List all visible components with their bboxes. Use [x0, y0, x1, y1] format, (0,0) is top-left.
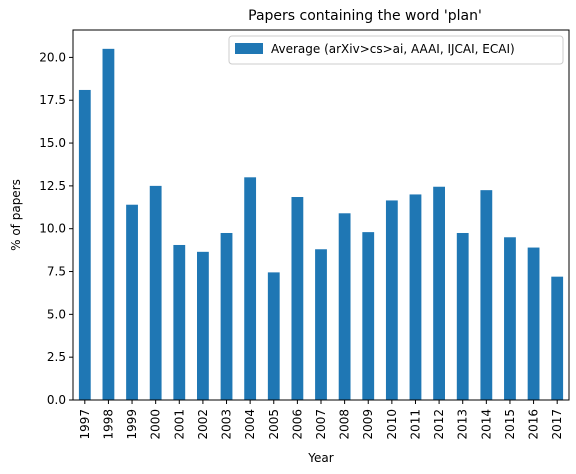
- bar-2013: [456, 232, 469, 400]
- bar-2009: [362, 232, 375, 400]
- bar-2017: [551, 276, 564, 400]
- legend-label: Average (arXiv>cs>ai, AAAI, IJCAI, ECAI): [271, 42, 515, 56]
- bar-2000: [149, 185, 162, 400]
- bar-1999: [126, 204, 138, 400]
- x-tick-label: 2000: [149, 409, 163, 440]
- x-tick-label: 2002: [196, 409, 210, 440]
- bar-2006: [291, 197, 304, 400]
- bar-2002: [197, 251, 209, 400]
- bars-group: [78, 48, 564, 401]
- x-tick-label: 2008: [338, 409, 352, 440]
- bar-2015: [504, 237, 516, 400]
- y-tick-label: 12.5: [39, 179, 66, 193]
- y-tick-label: 5.0: [47, 307, 66, 321]
- y-tick-label: 7.5: [47, 265, 66, 279]
- x-axis: 1997 1998 1999 2000 2001 2002 2003 2004 2005 2006…: [78, 400, 564, 440]
- x-tick-label: 2004: [243, 409, 257, 440]
- x-tick-label: 2011: [408, 409, 422, 440]
- y-tick-label: 2.5: [47, 350, 66, 364]
- x-tick-label: 2013: [456, 409, 470, 440]
- x-tick-label: 2005: [267, 409, 281, 440]
- bar-1998: [102, 48, 115, 401]
- x-tick-label: 2001: [172, 409, 186, 440]
- bar-2011: [409, 194, 422, 400]
- x-tick-label: 2015: [503, 409, 517, 440]
- bar-2008: [338, 213, 351, 400]
- x-tick-label: 2003: [220, 409, 234, 440]
- bar-2005: [267, 272, 280, 400]
- legend-swatch: [235, 43, 263, 54]
- x-tick-label: 2016: [527, 409, 541, 440]
- bar-2003: [220, 232, 233, 400]
- bar-2016: [527, 247, 540, 400]
- y-tick-label: 17.5: [39, 93, 66, 107]
- y-tick-label: 10.0: [39, 222, 66, 236]
- y-axis-title: % of papers: [9, 179, 23, 251]
- y-tick-label: 0.0: [47, 393, 66, 407]
- y-tick-label: 20.0: [39, 50, 66, 64]
- plot-frame: [72, 29, 570, 401]
- legend-box: [228, 35, 564, 65]
- y-tick-label: 15.0: [39, 136, 66, 150]
- x-tick-label: 1997: [78, 409, 92, 440]
- bar-2010: [385, 200, 398, 400]
- x-axis-title: Year: [307, 451, 333, 465]
- x-tick-label: 2010: [385, 409, 399, 440]
- x-tick-label: 2006: [290, 409, 304, 440]
- x-tick-label: 1999: [125, 409, 139, 440]
- x-tick-label: 2009: [361, 409, 375, 440]
- x-tick-label: 2017: [550, 409, 564, 440]
- bar-2004: [244, 177, 257, 400]
- x-tick-label: 2014: [479, 409, 493, 440]
- legend: Average (arXiv>cs>ai, AAAI, IJCAI, ECAI): [228, 35, 564, 65]
- bar-1997: [78, 89, 91, 400]
- bar-2001: [173, 244, 186, 400]
- bar-2007: [315, 249, 327, 400]
- x-tick-label: 2012: [432, 409, 446, 440]
- bar-2012: [433, 186, 445, 400]
- chart-title: Papers containing the word 'plan': [248, 8, 482, 24]
- x-tick-label: 2007: [314, 409, 328, 440]
- y-axis: 0.0 2.5 5.0 7.5 10.0 12.5 15.0 17.5 20.0: [39, 50, 73, 407]
- x-tick-label: 1998: [101, 409, 115, 440]
- bar-2014: [480, 190, 493, 400]
